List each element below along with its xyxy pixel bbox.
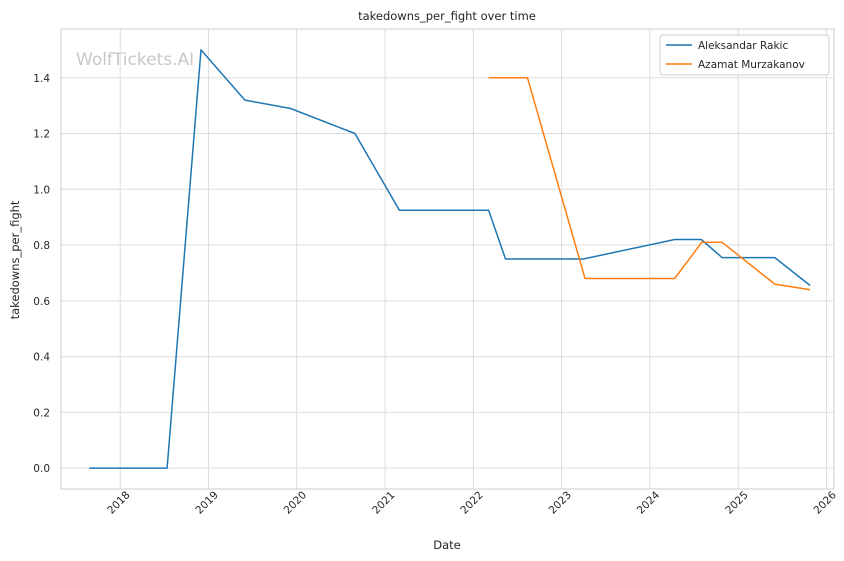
grid — [61, 29, 834, 489]
chart-title: takedowns_per_fight over time — [358, 9, 536, 23]
x-tick-labels: 2018 2019 2020 2021 2022 2023 2024 2025 2026 — [105, 489, 839, 517]
legend-label: Azamat Murzakanov — [698, 59, 805, 71]
series-line — [89, 49, 811, 469]
y-tick-label: 0.0 — [33, 463, 50, 475]
x-tick-label: 2018 — [105, 489, 132, 516]
y-tick-label: 0.4 — [33, 352, 50, 364]
y-tick-label: 0.6 — [33, 296, 50, 308]
x-tick-label: 2023 — [547, 489, 574, 516]
series-line — [488, 77, 811, 291]
x-tick-label: 2022 — [458, 489, 485, 516]
plot-frame — [60, 28, 835, 490]
x-tick-label: 2019 — [193, 489, 220, 516]
x-tick-label: 2021 — [370, 489, 397, 516]
y-axis-label: takedowns_per_fight — [8, 200, 22, 319]
series-lines — [89, 49, 811, 469]
legend: Aleksandar Rakic Azamat Murzakanov — [659, 34, 830, 76]
watermark: WolfTickets.AI — [76, 50, 194, 70]
y-tick-label: 1.4 — [33, 73, 50, 85]
y-tick-labels: 0.0 0.2 0.4 0.6 0.8 1.0 1.2 1.4 — [33, 73, 50, 475]
legend-label: Aleksandar Rakic — [698, 40, 788, 52]
x-tick-label: 2024 — [635, 489, 663, 517]
y-tick-label: 0.2 — [33, 407, 50, 419]
y-tick-label: 1.0 — [33, 184, 50, 196]
y-tick-label: 1.2 — [33, 129, 50, 141]
legend-frame — [659, 34, 830, 76]
x-tick-label: 2025 — [723, 489, 750, 516]
x-tick-label: 2026 — [812, 489, 840, 517]
x-axis-label: Date — [433, 538, 461, 552]
y-tick-label: 0.8 — [33, 240, 50, 252]
x-tick-label: 2020 — [282, 489, 309, 516]
